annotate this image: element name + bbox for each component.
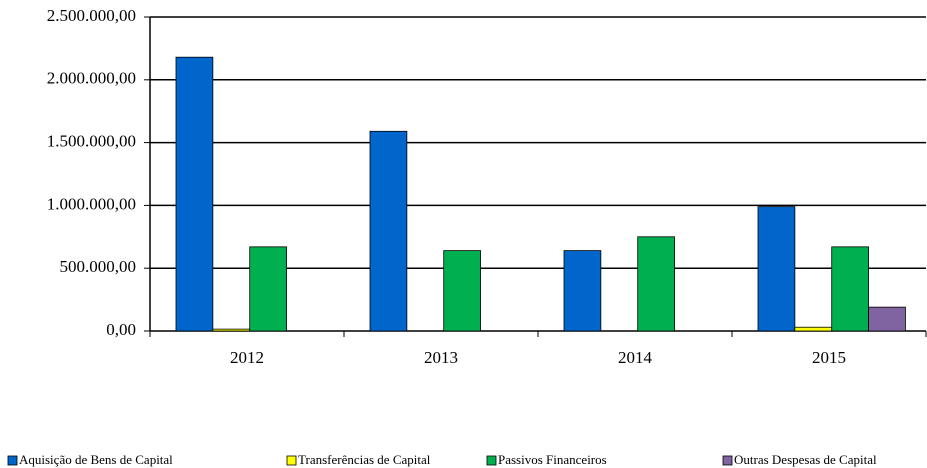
legend-label: Transferências de Capital (298, 452, 431, 467)
bar (249, 246, 287, 332)
legend-label: Passivos Financeiros (498, 452, 607, 467)
legend-swatch (722, 455, 733, 466)
bar (831, 246, 869, 332)
y-tick-label: 2.500.000,00 (47, 6, 136, 25)
y-tick-label: 1.500.000,00 (47, 132, 136, 151)
bar (868, 306, 906, 332)
x-tick-label: 2014 (618, 348, 653, 367)
y-tick-label: 1.000.000,00 (47, 194, 136, 213)
bar (175, 56, 214, 332)
bar (563, 250, 602, 332)
bar (757, 206, 796, 332)
y-tick-label: 500.000,00 (60, 257, 137, 276)
bar (794, 326, 833, 332)
bar (443, 250, 481, 332)
legend-swatch (7, 455, 18, 466)
y-tick-label: 0,00 (106, 320, 136, 339)
x-tick-label: 2012 (230, 348, 264, 367)
bar (637, 236, 675, 332)
legend-label: Aquisição de Bens de Capital (19, 452, 173, 467)
x-tick-label: 2015 (812, 348, 846, 367)
y-tick-label: 2.000.000,00 (47, 69, 136, 88)
bar (369, 130, 408, 332)
bar (212, 328, 251, 332)
legend-label: Outras Despesas de Capital (734, 452, 877, 467)
legend-swatch (286, 455, 297, 466)
legend-swatch (486, 455, 497, 466)
x-tick-label: 2013 (424, 348, 458, 367)
